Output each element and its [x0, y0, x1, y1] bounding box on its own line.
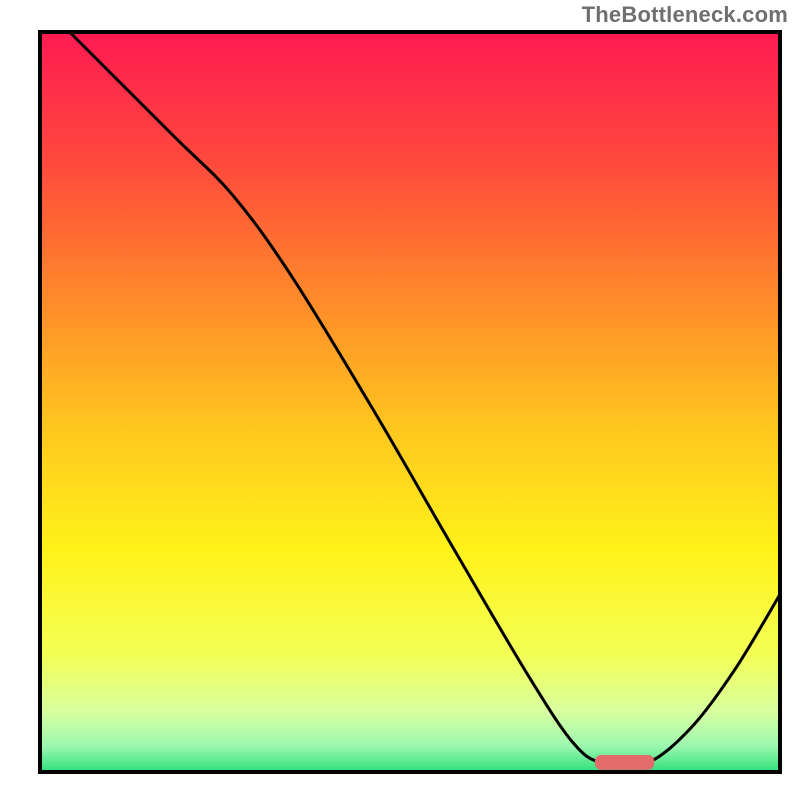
- marker-bar: [595, 755, 654, 770]
- chart-frame: [38, 30, 782, 774]
- gradient-background: [40, 32, 780, 772]
- bottleneck-chart: [38, 30, 782, 774]
- watermark-text: TheBottleneck.com: [582, 2, 788, 28]
